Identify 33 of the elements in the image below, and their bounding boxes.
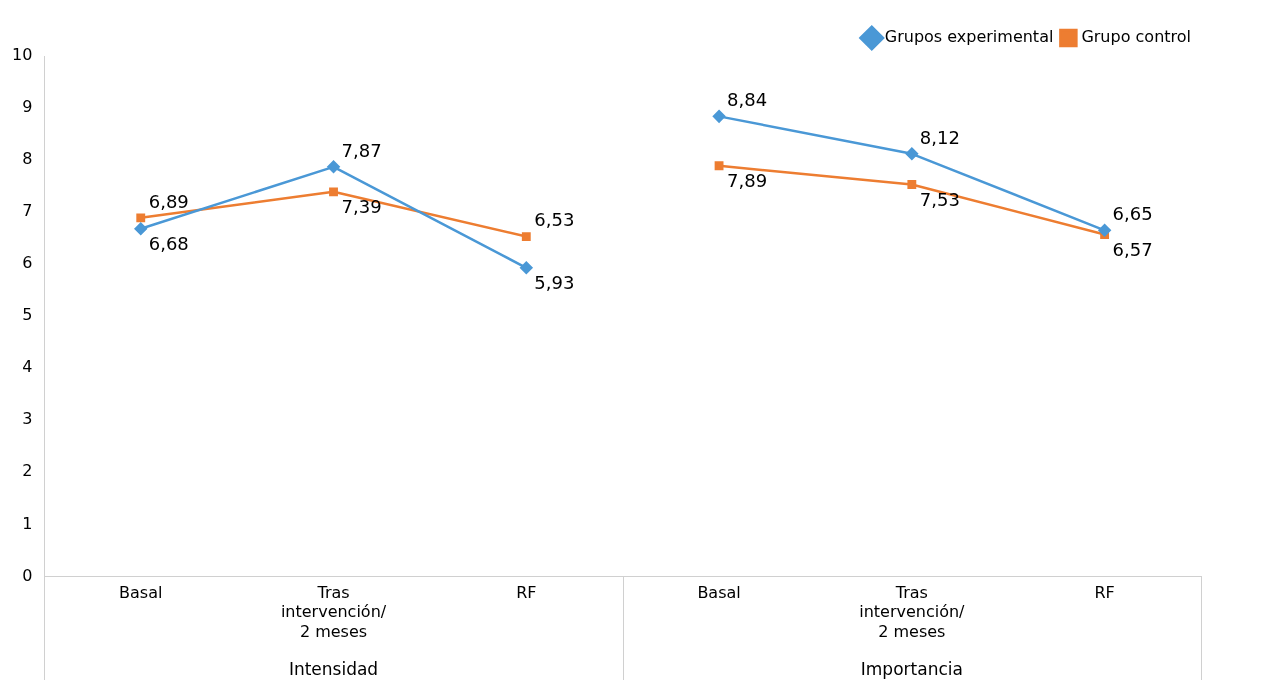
data-label: 8,12: [919, 126, 960, 148]
text: Intensidad: [288, 658, 379, 679]
data-label: 7,39: [341, 196, 382, 218]
legend-label: Grupos experimental: [884, 27, 1054, 47]
data-label: 6,57: [1112, 239, 1153, 261]
data-label: 7,53: [919, 189, 960, 211]
data-label: 7,87: [341, 139, 382, 161]
y-tick-label: 1: [22, 513, 33, 533]
y-tick-label: 6: [22, 253, 33, 273]
y-tick-label: 2: [22, 461, 33, 481]
y-tick-label: 4: [22, 357, 33, 377]
x-tick-label: Tras intervención/ 2 meses: [280, 583, 387, 641]
data-label: 6,65: [1112, 203, 1153, 225]
text: Importancia: [860, 658, 963, 679]
y-tick-label: 9: [22, 97, 33, 117]
legend-label: Grupo control: [1081, 27, 1191, 47]
y-tick-label: 5: [22, 305, 33, 325]
data-label: 6,53: [534, 209, 575, 231]
x-tick-label: RF: [516, 583, 537, 603]
y-tick-label: 0: [22, 565, 33, 585]
data-label: 7,89: [727, 170, 768, 192]
x-tick-label: RF: [1094, 583, 1115, 603]
data-label: 6,68: [148, 233, 189, 255]
y-tick-label: 10: [12, 45, 33, 65]
x-tick-label: Tras intervención/ 2 meses: [859, 583, 966, 641]
y-tick-label: 8: [22, 149, 33, 169]
data-label: 5,93: [534, 272, 575, 294]
x-tick-label: Basal: [697, 583, 741, 603]
y-tick-label: 7: [22, 201, 33, 221]
y-tick-label: 3: [22, 409, 33, 429]
data-label: 6,89: [148, 190, 189, 212]
data-label: 8,84: [727, 89, 768, 111]
x-tick-label: Basal: [119, 583, 163, 603]
